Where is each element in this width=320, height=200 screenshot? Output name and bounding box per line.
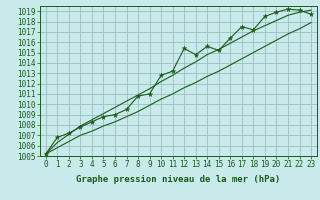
X-axis label: Graphe pression niveau de la mer (hPa): Graphe pression niveau de la mer (hPa)	[76, 175, 281, 184]
